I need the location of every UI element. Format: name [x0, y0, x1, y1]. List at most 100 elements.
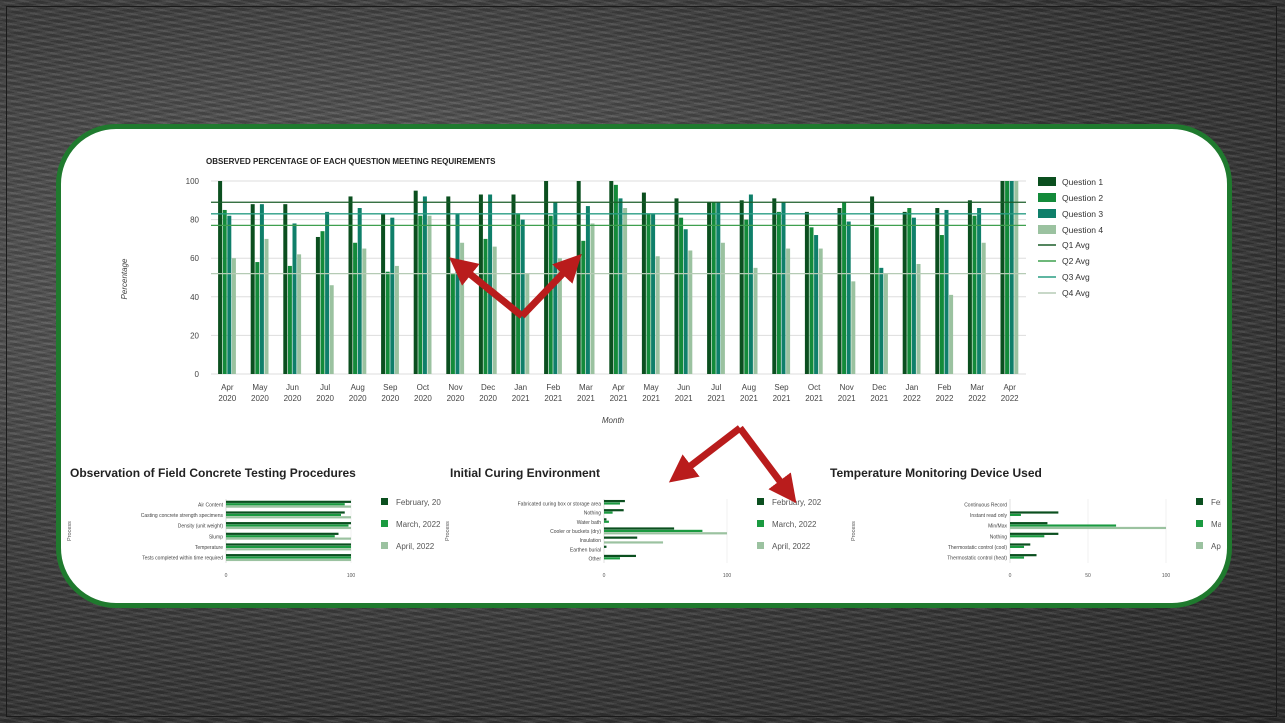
- bar-q3: [585, 206, 590, 374]
- hbar: [604, 545, 607, 548]
- legend-label: Q4 Avg: [1062, 288, 1090, 298]
- x-tick-label-month: Jul: [711, 383, 721, 392]
- bar-q4: [492, 246, 497, 374]
- x-tick-label-year: 2021: [512, 394, 530, 403]
- bar-q4: [916, 263, 921, 374]
- category-label: Insulation: [580, 538, 602, 544]
- y-tick-label: 60: [190, 254, 199, 263]
- hbar: [604, 502, 620, 505]
- category-label: Water bath: [577, 520, 601, 526]
- slide-frame: [6, 6, 1277, 717]
- category-label: Tests completed within time required: [142, 556, 223, 562]
- x-tick-label-month: Jun: [286, 383, 299, 392]
- legend-label: Q1 Avg: [1062, 240, 1090, 250]
- bar-q4: [557, 258, 562, 374]
- y-tick-label: 100: [186, 177, 200, 186]
- bar-q4: [362, 248, 367, 374]
- bar-q1: [218, 181, 223, 374]
- testing-procedures-chart-title: Observation of Field Concrete Testing Pr…: [70, 466, 356, 480]
- legend-swatch: [1196, 542, 1203, 549]
- bar-q1: [1000, 181, 1005, 374]
- legend-swatch: [757, 498, 764, 505]
- bar-q1: [446, 196, 451, 374]
- legend-swatch: [1038, 193, 1056, 202]
- chart-panel: OBSERVED PERCENTAGE OF EACH QUESTION MEE…: [56, 124, 1232, 608]
- x-tick-label-year: 2021: [838, 394, 856, 403]
- hbar: [226, 513, 341, 516]
- bar-q1: [837, 208, 842, 374]
- bar-q3: [846, 221, 851, 374]
- x-tick-label-month: Apr: [612, 383, 625, 392]
- x-tick-label-month: Dec: [481, 383, 495, 392]
- bar-q1: [381, 213, 386, 374]
- legend-label: Question 2: [1062, 193, 1103, 203]
- hbar: [226, 522, 351, 525]
- legend-swatch: [757, 520, 764, 527]
- hbar: [604, 541, 664, 544]
- x-tick-label: 0: [603, 573, 606, 579]
- category-label: Air Content: [198, 502, 224, 508]
- x-tick-label-month: Jan: [514, 383, 527, 392]
- legend-label: Q2 Avg: [1062, 256, 1090, 266]
- hbar: [226, 556, 351, 559]
- x-tick-label-month: Nov: [840, 383, 854, 392]
- legend-label: April, 2022: [772, 542, 811, 551]
- bar-q2: [287, 265, 292, 374]
- bar-q2: [744, 219, 749, 374]
- bar-q4: [623, 208, 628, 374]
- bar-q2: [385, 271, 390, 374]
- bar-q2: [907, 208, 912, 374]
- legend-label: Question 3: [1062, 209, 1103, 219]
- x-tick-label-year: 2022: [1001, 394, 1019, 403]
- legend-swatch: [381, 498, 388, 505]
- x-tick-label: 100: [347, 573, 356, 579]
- bar-q1: [478, 194, 483, 374]
- hbar: [226, 545, 351, 548]
- bar-q4: [655, 256, 660, 374]
- legend-label: March, 2022: [396, 520, 441, 529]
- hbar: [226, 532, 339, 535]
- x-tick-label-month: Apr: [1003, 383, 1016, 392]
- x-tick-label-month: Aug: [351, 383, 365, 392]
- legend-label: February, 2022: [396, 498, 441, 507]
- x-tick-label-month: Sep: [774, 383, 789, 392]
- x-tick-label-year: 2021: [707, 394, 725, 403]
- bar-q1: [511, 194, 516, 374]
- legend-swatch: [1196, 498, 1203, 505]
- category-label: Thermostatic control (cool): [948, 545, 1008, 551]
- bar-q1: [283, 204, 288, 374]
- bar-q1: [576, 181, 581, 374]
- bar-q2: [548, 215, 553, 374]
- x-tick-label-month: Apr: [221, 383, 234, 392]
- bar-q4: [818, 248, 823, 374]
- x-tick-label-year: 2020: [349, 394, 367, 403]
- x-tick-label-year: 2020: [284, 394, 302, 403]
- bar-q1: [772, 198, 777, 374]
- bar-q4: [949, 294, 954, 374]
- category-label: Fabricated curing box or storage area: [518, 502, 602, 508]
- hbar: [226, 516, 351, 519]
- x-tick-label-year: 2020: [316, 394, 334, 403]
- bar-q3: [390, 217, 395, 374]
- hbar: [1010, 545, 1025, 548]
- category-label: Thermostatic control (heat): [947, 556, 1007, 562]
- hbar: [226, 500, 351, 503]
- bar-q2: [483, 238, 488, 374]
- bar-q4: [1014, 181, 1019, 374]
- bar-q1: [250, 204, 255, 374]
- bar-q3: [227, 215, 232, 374]
- bar-q3: [553, 202, 558, 374]
- bar-q2: [450, 273, 455, 374]
- x-tick-label-month: Nov: [448, 383, 462, 392]
- x-tick-label-month: Mar: [970, 383, 984, 392]
- bar-q4: [688, 250, 693, 374]
- bar-q3: [488, 194, 493, 374]
- y-tick-label: 0: [195, 370, 200, 379]
- x-tick-label-month: Feb: [546, 383, 560, 392]
- bar-q1: [739, 200, 744, 374]
- legend-swatch: [1038, 225, 1056, 234]
- x-tick-label-month: Feb: [938, 383, 952, 392]
- legend-label: April, 2022: [396, 542, 435, 551]
- hbar: [604, 557, 620, 560]
- bar-q1: [967, 200, 972, 374]
